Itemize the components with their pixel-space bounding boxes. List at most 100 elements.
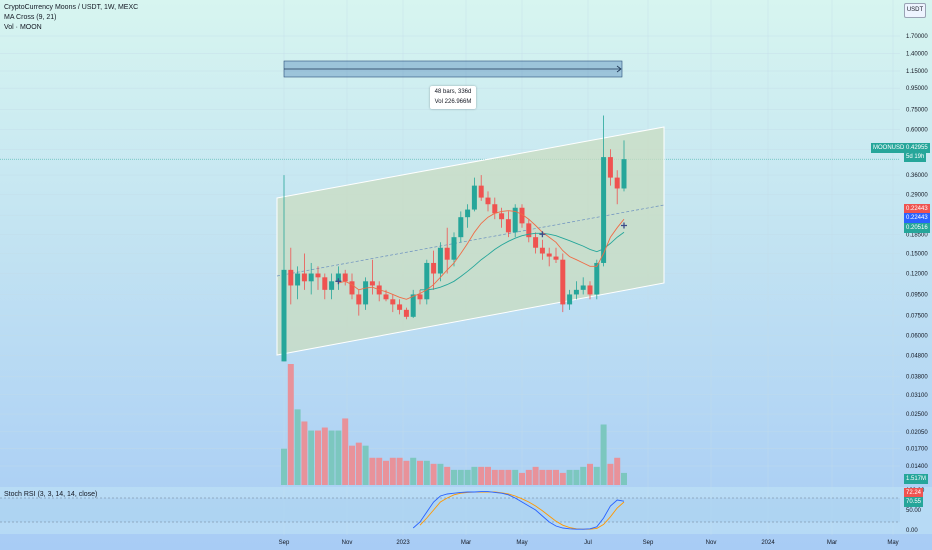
candle-body [431,262,437,274]
candle-body [587,285,593,295]
candle-body [295,273,301,286]
rsi-d-tag: 70.55 [904,497,924,507]
ma-cross-marker [539,231,546,238]
volume-bar [505,469,512,485]
candle-body [471,185,477,210]
candle-body [573,289,579,295]
measure-volume: Vol 226.966M [434,99,472,105]
ma-cross-marker [621,222,627,229]
y-tick-label: 0.60000 [906,127,928,133]
candle-body [601,157,607,263]
rsi-tick-label: 50.00 [906,508,922,514]
volume-bar [573,469,580,485]
candles[interactable] [281,115,627,362]
rsi-k-tag: 72.24 [904,488,924,498]
symbol-title[interactable]: CryptoCurrency Moons / USDT, 1W, MEXC [4,4,139,11]
volume-bar [349,445,355,485]
candle-body [281,269,287,362]
volume-bar [580,466,587,485]
volume-bar [485,466,491,485]
volume-bar [621,472,627,485]
candle-body [526,223,532,238]
x-tick-label: 2024 [761,540,775,546]
volume-bar [614,457,621,485]
candle-body [288,269,294,286]
candle-body [356,294,362,305]
volume-bar [553,469,559,485]
candle-body [580,285,586,290]
volume-bar [519,472,525,485]
volume-bar [294,409,301,485]
volume-bar [559,472,566,485]
volume-bar [457,469,464,485]
x-tick-label: Sep [643,540,654,546]
axes: 1.70000 1.40000 1.15000 0.95000 0.75000 0.600… [279,34,929,546]
date-range-measure[interactable] [283,60,623,78]
volume-bar [444,466,451,485]
stoch-rsi-legend[interactable]: Stoch RSI (3, 3, 14, 14, close) [4,491,98,498]
ma-third-tag: 0.20516 [904,223,930,233]
ma-slow-line [420,231,625,291]
rsi-tick-label: 0.00 [906,528,918,534]
volume-bar [464,469,471,485]
ma-slow-tag: 0.22443 [904,213,930,223]
ma-cross-marker [335,278,342,285]
x-tick-label: May [887,540,898,546]
x-tick-label: 2023 [396,540,410,546]
y-tick-label: 0.75000 [906,107,928,113]
candle-body [329,281,335,290]
candle-body [485,197,491,205]
candle-body [322,277,328,290]
measure-tooltip: 48 bars, 336d Vol 226.966M [430,86,476,109]
candle-body [614,177,620,189]
y-tick-label: 0.15000 [906,252,928,258]
volume-bar [451,469,457,485]
volume-bar [328,430,335,485]
volume-bar [342,418,349,485]
x-tick-label: Sep [279,540,290,546]
volume-bar [389,457,396,485]
candle-body [308,273,314,282]
volume-bar [607,463,614,485]
volume-bar [417,460,423,485]
ma-cross-label[interactable]: MA Cross (9, 21) [4,14,57,21]
candle-body [505,219,511,233]
candle-body [437,247,443,274]
volume-bar [423,460,430,485]
volume-bar [587,463,593,485]
candle-body [424,262,430,300]
y-tick-label: 1.40000 [906,51,928,57]
volume-bar [308,430,315,485]
y-tick-label: 0.29000 [906,192,928,198]
currency-button[interactable]: USDT [904,3,926,18]
candle-body [621,159,627,189]
volume-bar [315,430,321,485]
volume-bar [539,469,546,485]
volume-bar [546,469,553,485]
volume-label[interactable]: Vol · MOON [4,24,42,31]
candle-body [539,247,545,254]
candle-body [403,309,409,317]
volume-bar [396,457,403,485]
volume-bar [369,457,376,485]
volume-bar [593,466,600,485]
candle-body [342,273,348,282]
volume-bar [566,469,573,485]
candle-body [560,259,566,305]
candle-body [301,273,307,282]
ma-fast-line [338,210,625,300]
volume-bar [281,448,287,485]
candle-body [607,157,613,178]
volume-bar [362,445,369,485]
candle-body [553,256,559,260]
volume-bar [600,424,607,485]
y-tick-label: 0.03800 [906,375,928,381]
y-tick-label: 0.06000 [906,334,928,340]
candle-body [417,294,423,300]
y-tick-label: 1.15000 [906,69,928,75]
volume-bar [410,457,417,485]
candle-body [315,273,321,278]
volume-tag: 1.517M [904,474,929,484]
symbol-price-tag: MOONUSDT [871,143,910,153]
